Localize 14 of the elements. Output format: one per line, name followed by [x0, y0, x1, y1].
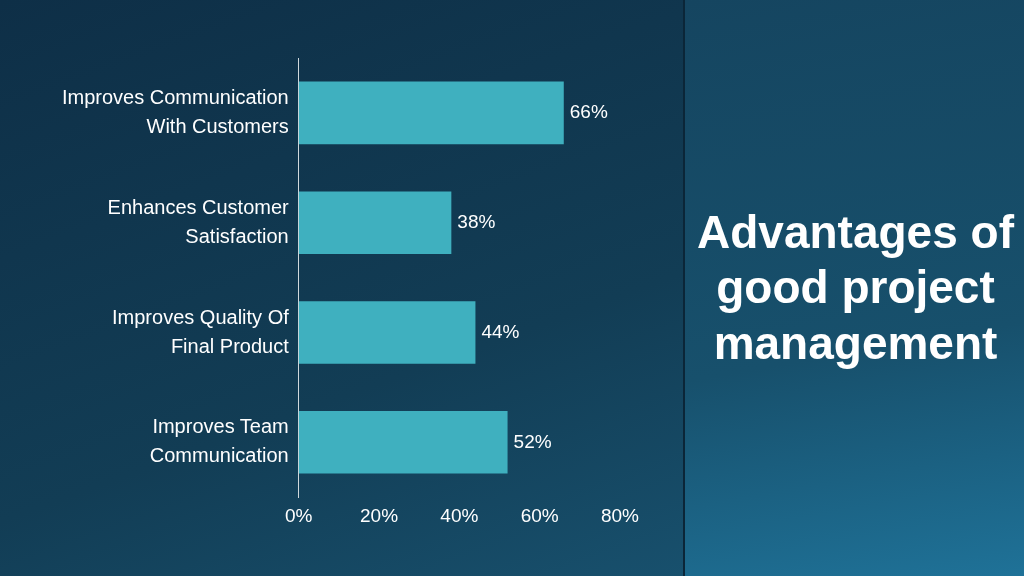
- text: Advantages of good project management: [696, 205, 1016, 371]
- x-tick-label: 80%: [600, 504, 640, 526]
- x-tick-label: 20%: [360, 504, 399, 526]
- y-tick-label: Improves Communication With Customers: [62, 85, 289, 137]
- y-tick-label: Enhances Customer Satisfaction: [107, 195, 290, 247]
- y-tick-label: Improves Team Communication: [149, 415, 289, 467]
- y-tick-label: Improves Quality Of Final Product: [112, 305, 290, 357]
- data-label: 66%: [569, 101, 608, 123]
- data-label: 44%: [481, 320, 520, 342]
- x-tick-label: 0%: [285, 504, 313, 526]
- data-label: 38%: [457, 210, 496, 232]
- data-label: 52%: [513, 430, 552, 452]
- x-tick-label: 60%: [520, 504, 559, 526]
- x-tick-label: 40%: [440, 504, 479, 526]
